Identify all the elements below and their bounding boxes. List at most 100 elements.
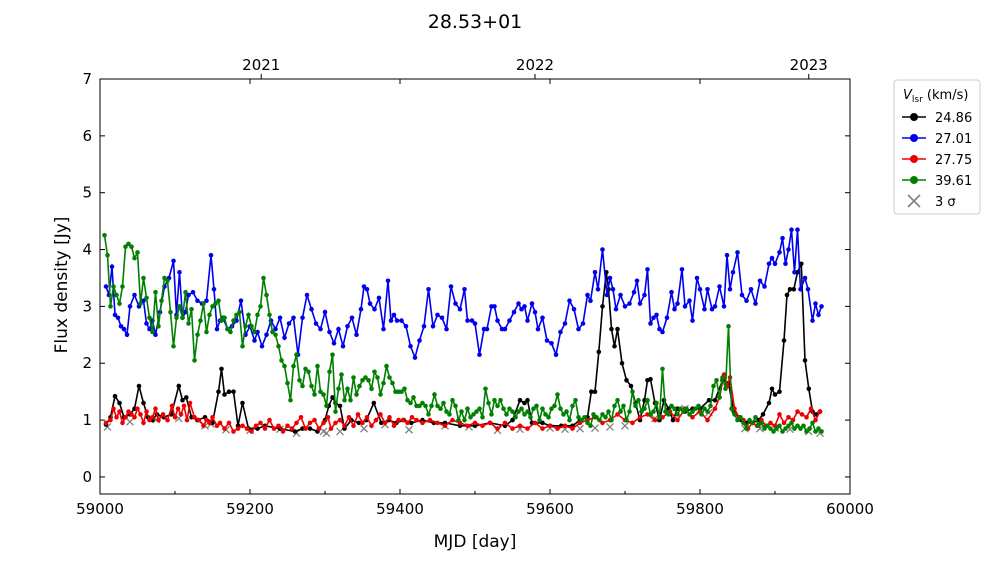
plot-area: 59000 59200 59400 59600 59800 60000 0 1 2 3 4 5 6 7 20…	[76, 56, 874, 518]
series-point	[144, 409, 149, 414]
series-point	[235, 426, 241, 431]
series-point	[300, 383, 305, 389]
series-point	[201, 423, 206, 429]
series-point	[628, 383, 634, 389]
series-point	[781, 338, 787, 343]
series-point	[529, 301, 535, 306]
series-point	[681, 409, 686, 414]
series-point	[414, 417, 419, 423]
series-point	[327, 329, 332, 335]
series-point	[465, 423, 470, 429]
series-point	[735, 417, 740, 423]
series-point	[147, 417, 152, 423]
series-point	[672, 406, 677, 412]
series-point	[109, 264, 115, 269]
series-point	[657, 415, 662, 420]
series-point	[231, 429, 236, 434]
series-point	[744, 426, 749, 431]
series-point	[600, 420, 605, 426]
series-point	[405, 420, 410, 426]
series-point	[709, 306, 715, 312]
series-point	[708, 403, 713, 409]
series-27-01	[103, 227, 824, 361]
series-point	[732, 412, 737, 417]
series-point	[354, 392, 359, 397]
series-point	[462, 287, 467, 292]
series-point	[769, 255, 775, 261]
series-point	[721, 304, 727, 309]
series-point	[408, 400, 413, 406]
series-point	[291, 315, 296, 321]
series-point	[112, 393, 118, 399]
series-point	[552, 403, 557, 409]
series-point	[150, 415, 155, 420]
legend-title-subscript: lsr	[912, 95, 923, 105]
series-point	[555, 392, 560, 397]
series-point	[258, 304, 263, 309]
series-point	[208, 252, 214, 258]
series-point	[543, 412, 548, 417]
series-point	[372, 369, 377, 375]
series-point	[358, 306, 364, 312]
legend-marker	[910, 176, 918, 184]
series-point	[318, 326, 323, 332]
series-point	[183, 289, 188, 295]
series-point	[457, 306, 463, 312]
series-point	[642, 406, 647, 412]
y-tick-label: 2	[82, 354, 92, 372]
series-point	[768, 420, 773, 426]
series-point	[489, 412, 494, 417]
series-point	[589, 389, 594, 395]
series-point	[766, 400, 772, 406]
series-point	[127, 304, 133, 309]
series-point	[798, 426, 803, 431]
series-point	[210, 415, 215, 420]
series-point	[504, 412, 509, 417]
series-point	[294, 352, 299, 358]
series-point	[613, 306, 619, 312]
series-point	[631, 289, 637, 295]
series-point	[135, 406, 140, 412]
series-point	[324, 403, 329, 409]
series-point	[712, 397, 718, 403]
series-point	[781, 420, 787, 426]
series-point	[678, 406, 683, 412]
series-point	[651, 409, 656, 414]
series-point	[391, 423, 397, 429]
x-tick-label: 59200	[226, 500, 274, 518]
series-point	[609, 417, 614, 423]
series-point	[360, 378, 365, 383]
series-point	[252, 329, 257, 335]
series-point	[600, 247, 605, 252]
series-point	[159, 298, 164, 304]
series-point	[207, 420, 212, 426]
series-point	[259, 343, 265, 349]
series-point	[570, 403, 575, 409]
series-point	[402, 386, 407, 392]
series-point	[558, 406, 563, 412]
series-point	[768, 426, 773, 431]
series-point	[807, 426, 812, 431]
top-axis-year-label: 2023	[790, 56, 828, 74]
series-point	[571, 306, 577, 312]
series-point	[690, 409, 695, 414]
series-point	[762, 284, 767, 289]
series-point	[291, 363, 296, 369]
y-tick-label: 6	[82, 127, 92, 145]
series-point	[816, 426, 821, 431]
series-point	[747, 417, 752, 423]
sigma-marker	[322, 429, 331, 438]
series-point	[706, 397, 712, 403]
series-point	[346, 415, 352, 420]
series-point	[712, 304, 718, 309]
series-point	[582, 415, 587, 420]
series-point	[238, 298, 244, 304]
series-point	[576, 415, 581, 420]
series-point	[729, 406, 734, 412]
series-point	[592, 270, 598, 275]
series-point	[511, 309, 517, 315]
series-point	[495, 403, 500, 409]
series-point	[176, 383, 182, 389]
series-point	[429, 403, 434, 409]
